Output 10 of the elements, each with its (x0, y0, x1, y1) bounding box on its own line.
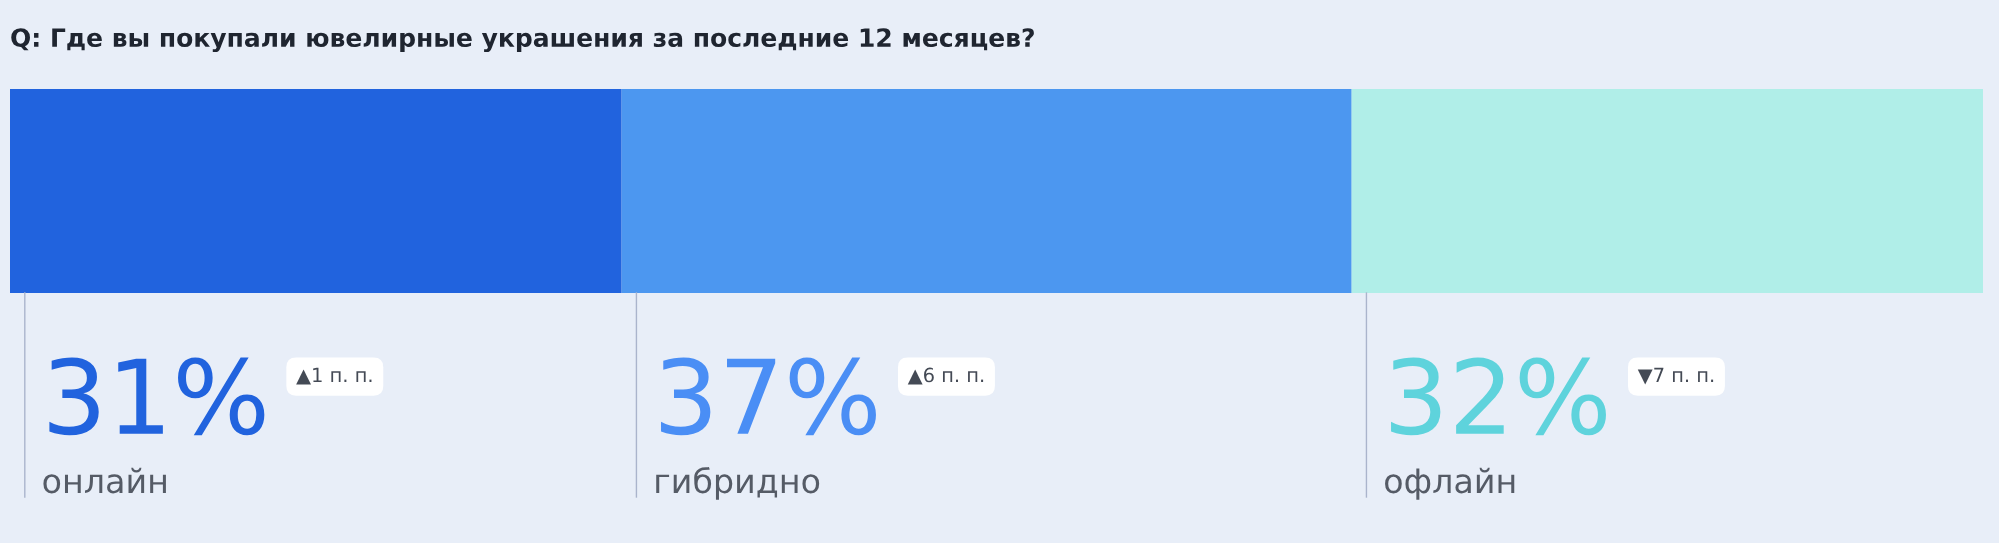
text: гибридно (656, 467, 820, 500)
data-label: 31% (49, 357, 265, 436)
text: ▲6 п. п. (907, 367, 984, 385)
data-label: 37% (661, 357, 876, 436)
text: онлайн (43, 467, 166, 494)
text: ▲1 п. п. (296, 367, 372, 385)
text: офлайн (1385, 467, 1515, 500)
chart-title: Q: Где вы покупали ювелирные украшения за последние 12 месяцев? (11, 28, 1034, 53)
data-label: 32% (1391, 357, 1606, 436)
text: ▼7 п. п. (1637, 367, 1714, 385)
